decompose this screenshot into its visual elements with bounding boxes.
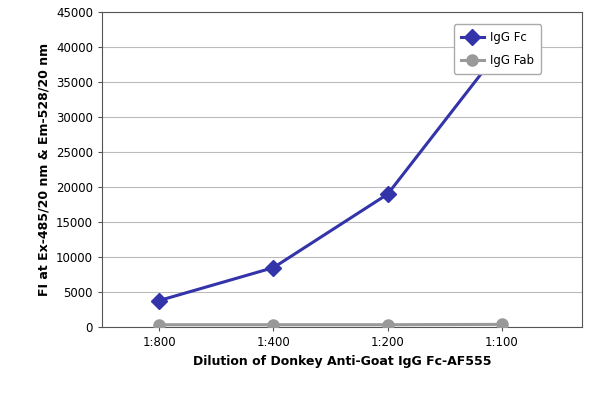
Legend: IgG Fc, IgG Fab: IgG Fc, IgG Fab — [454, 24, 541, 74]
IgG Fc — [499, 45, 506, 49]
IgG Fc — [270, 265, 277, 270]
X-axis label: Dilution of Donkey Anti-Goat IgG Fc-AF555: Dilution of Donkey Anti-Goat IgG Fc-AF55… — [193, 355, 491, 368]
IgG Fab — [270, 322, 277, 327]
Line: IgG Fab: IgG Fab — [154, 319, 508, 330]
Y-axis label: FI at Ex-485/20 nm & Em-528/20 nm: FI at Ex-485/20 nm & Em-528/20 nm — [37, 43, 50, 296]
IgG Fab — [384, 322, 391, 327]
IgG Fc — [155, 298, 163, 303]
IgG Fc — [384, 192, 391, 196]
Line: IgG Fc: IgG Fc — [154, 41, 508, 306]
IgG Fab — [155, 322, 163, 327]
IgG Fab — [499, 322, 506, 327]
